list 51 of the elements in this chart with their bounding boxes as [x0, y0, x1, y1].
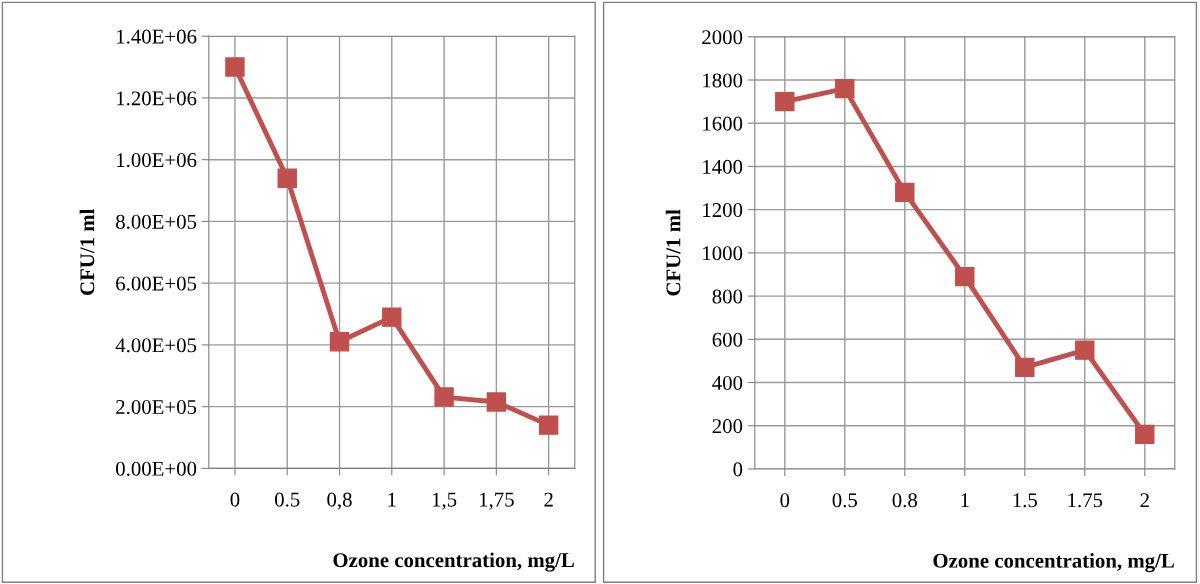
y-tick-label: 1000 — [703, 246, 743, 261]
y-tick-label: 800 — [712, 289, 743, 304]
y-tick-label: 1400 — [703, 159, 743, 174]
x-tick-label: 1,75 — [479, 492, 514, 510]
point — [835, 78, 855, 99]
point — [538, 415, 559, 435]
y-tick-label: 600 — [712, 332, 743, 347]
x-tick-label: 1 — [388, 492, 396, 507]
x-tick-label: 0.5 — [832, 493, 858, 508]
point — [329, 332, 350, 352]
y-tick-label: 0 — [733, 462, 743, 477]
point — [486, 392, 507, 412]
point — [895, 182, 915, 203]
point — [775, 91, 795, 112]
point — [1015, 357, 1035, 378]
y-tick-label: 2000 — [702, 30, 743, 45]
point — [955, 266, 975, 287]
y-tick-label: 4.00E+05 — [115, 338, 197, 353]
point — [277, 168, 297, 188]
x-tick-label: 0 — [780, 493, 790, 508]
x-tick-label: 1.75 — [1068, 493, 1103, 508]
y-tick-label: 6.00E+05 — [116, 276, 197, 291]
point — [434, 387, 454, 407]
point — [1135, 424, 1155, 445]
y-tick-label: 1.20E+06 — [117, 91, 197, 106]
y-tick-label: 200 — [712, 419, 743, 434]
y-axis-title: CFU/1 ml — [79, 208, 95, 295]
y-tick-label: 1200 — [703, 203, 743, 218]
point — [382, 307, 402, 327]
x-tick-label: 2 — [1140, 493, 1149, 508]
x-tick-label: 1.5 — [1013, 493, 1038, 508]
y-tick-label: 1800 — [703, 73, 743, 88]
x-axis-title: Ozone concentration, mg/L — [933, 553, 1174, 573]
y-tick-label: 8.00E+05 — [116, 214, 197, 229]
x-tick-label: 0.5 — [275, 492, 300, 507]
y-tick-label: 400 — [712, 375, 743, 390]
x-axis-title: Ozone concentration, mg/L — [333, 552, 574, 572]
y-axis-title: CFU/1 ml — [665, 209, 681, 296]
y-tick-label: 0.00E+00 — [116, 461, 197, 476]
y-tick-label: 1.00E+06 — [117, 153, 197, 168]
x-tick-label: 2 — [544, 492, 553, 507]
x-tick-label: 1,5 — [432, 492, 457, 510]
point — [1075, 340, 1095, 360]
x-tick-label: 1 — [961, 493, 969, 508]
y-tick-label: 1.40E+06 — [117, 29, 197, 44]
point — [225, 57, 245, 77]
x-tick-label: 0.8 — [892, 493, 918, 508]
x-tick-label: 0 — [230, 492, 240, 507]
y-tick-label: 1600 — [703, 116, 743, 131]
x-tick-label: 0,8 — [327, 492, 352, 510]
y-tick-label: 2.00E+05 — [116, 400, 197, 415]
